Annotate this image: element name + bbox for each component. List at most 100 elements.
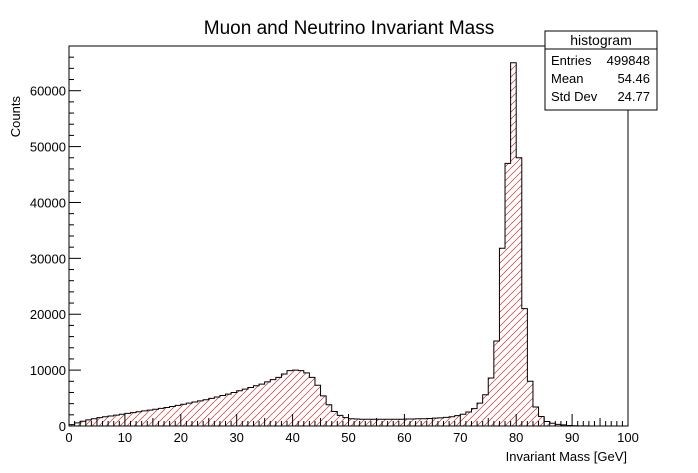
histogram-bar [510,62,517,426]
histogram-bar [270,379,276,426]
x-axis: 0 10 20 30 40 50 60 70 80 90 100 [65,414,639,445]
histogram-bar [532,407,539,426]
histogram-bar [549,423,556,426]
histogram-bar [482,394,489,426]
histogram-bar [231,392,237,426]
histogram-bar [521,308,528,426]
histogram-bar [164,407,170,426]
stats-mean-value: 54.46 [617,71,650,86]
histogram-bar [421,418,427,426]
histogram-bar [74,422,81,426]
histogram-bar [197,400,204,426]
histogram-bar [426,418,433,426]
stats-mean-label: Mean [551,71,584,86]
histogram-bar [538,416,545,426]
histogram-bar [376,419,383,426]
histogram-bar [287,370,293,426]
histogram-bar [69,424,75,426]
y-tick-label: 10000 [30,363,66,378]
x-tick-label: 50 [341,430,355,445]
histogram-bar [191,401,198,426]
stats-entries-label: Entries [551,53,592,68]
histogram-bar [203,399,209,426]
x-tick-label: 80 [509,430,523,445]
histogram-bar [544,421,550,426]
histogram-bar [560,424,567,426]
histogram-bar [398,419,405,426]
histogram-bar [432,418,438,426]
histogram-bar [314,385,321,426]
x-tick-label: 90 [565,430,579,445]
stats-box-title: histogram [570,32,631,48]
histogram-bar [443,417,450,426]
x-tick-label: 20 [174,430,188,445]
histogram-bar [516,157,522,426]
histogram-bar [555,424,561,426]
histogram-bar [180,404,187,426]
histogram-bar [359,419,366,426]
histogram-bar [370,419,377,426]
histogram-bar [365,419,371,426]
histogram-bar [225,394,232,426]
histogram-bar [214,396,220,426]
histogram-bar [415,418,422,426]
histogram-bar [102,416,109,426]
histogram-bar [253,385,260,426]
y-tick-label: 30000 [30,251,66,266]
histogram-bars [69,62,601,426]
y-axis: 0 10000 20000 30000 40000 50000 60000 [30,45,81,434]
histogram-bar [449,416,455,426]
histogram-bar [354,419,360,426]
histogram-bar [382,419,388,426]
histogram-bar [247,387,254,426]
histogram-bar [236,390,243,426]
y-tick-label: 60000 [30,84,66,99]
x-tick-label: 0 [65,430,72,445]
histogram-bar [169,406,176,426]
histogram-bar [471,408,478,426]
x-axis-label: Invariant Mass [GeV] [506,449,627,464]
histogram-bar [119,414,125,426]
histogram-bar [91,418,97,426]
histogram-bar [387,419,394,426]
x-tick-label: 30 [229,430,243,445]
histogram-bar [96,417,103,426]
histogram-bar [141,410,148,426]
plot-frame [68,45,629,427]
y-tick-label: 40000 [30,195,66,210]
stats-box-frame [544,30,658,111]
histogram-bar [242,389,248,426]
x-tick-label: 100 [617,430,639,445]
y-axis-label: Counts [8,96,23,138]
histogram-bar [337,415,343,426]
histogram-bar [303,372,310,426]
histogram-bar [320,395,327,426]
histogram-bar [326,404,332,426]
stats-box: histogram Entries 499848 Mean 54.46 Std … [544,30,658,111]
histogram-bar [152,409,159,426]
histogram-bar [281,374,288,426]
histogram-bar [124,413,131,426]
histogram-bar [158,408,165,426]
stats-entries-value: 499848 [607,53,650,68]
histogram-bar [292,370,299,426]
chart-title: Muon and Neutrino Invariant Mass [204,18,494,39]
histogram-bar [264,381,271,426]
stats-stddev-value: 24.77 [617,89,650,104]
histogram-bar [437,417,444,426]
x-tick-label: 40 [285,430,299,445]
histogram-bar [147,410,153,426]
histogram-bar [331,411,338,426]
x-tick-label: 70 [453,430,467,445]
histogram-bar [298,370,304,426]
histogram-bar [259,384,265,426]
histogram-bar [175,405,181,426]
histogram-bar [275,377,282,426]
histogram-bar [404,419,410,426]
x-tick-label: 10 [118,430,132,445]
histogram-bar [477,403,483,426]
y-tick-label: 0 [59,419,66,434]
histogram-bar [454,415,461,426]
histogram-bar [219,395,226,426]
histogram-bar [85,419,92,426]
